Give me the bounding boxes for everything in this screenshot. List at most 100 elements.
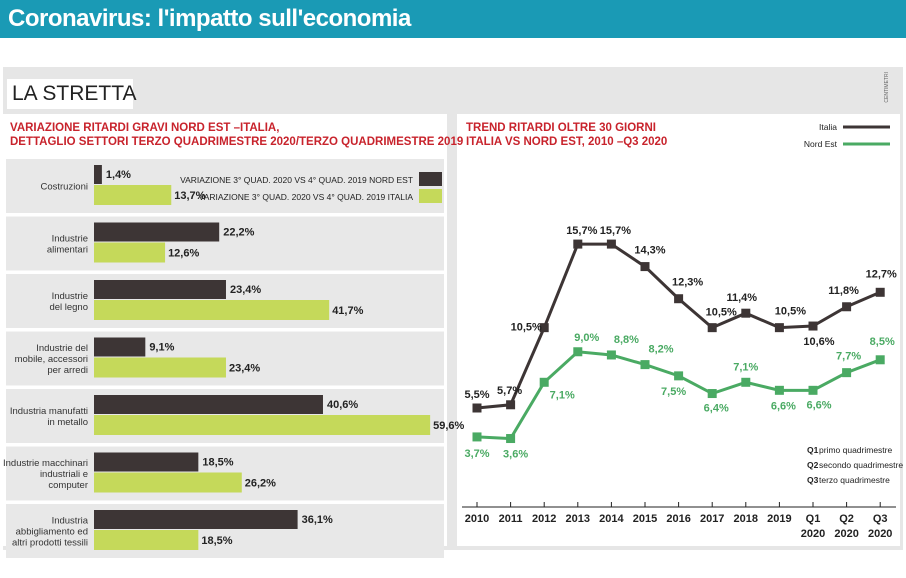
point-nord-est — [741, 377, 751, 387]
line-chart-title-line-2: ITALIA VS NORD EST, 2010 –Q3 2020 — [466, 136, 668, 148]
line-chart-card — [457, 114, 900, 546]
x-tick-label: 2013 — [566, 513, 590, 525]
point-italia — [808, 321, 818, 331]
bar-nord-est — [94, 222, 220, 242]
note-key: Q3 — [807, 475, 819, 485]
x-tick-label: 2020 — [868, 528, 892, 540]
bar-italia — [94, 357, 226, 378]
value-label-nord-est: 9,1% — [149, 342, 174, 354]
x-tick-label: Q2 — [839, 513, 854, 525]
data-label-nord-est: 3,7% — [464, 448, 489, 460]
page-title: Coronavirus: l'impatto sull'economia — [8, 5, 411, 32]
x-tick-label: 2014 — [599, 513, 624, 525]
category-label: in metallo — [47, 417, 88, 428]
bar-row-bg — [6, 216, 444, 271]
value-label-italia: 13,7% — [174, 190, 205, 202]
bar-chart-title-line-2: DETTAGLIO SETTORI TERZO QUADRIMESTRE 202… — [10, 136, 464, 148]
category-label: Industrie — [52, 234, 88, 245]
category-label: Costruzioni — [40, 182, 88, 193]
note-text: terzo quadrimestre — [819, 475, 890, 485]
bar-italia — [94, 300, 330, 320]
value-label-nord-est: 1,4% — [106, 169, 131, 181]
data-label-nord-est: 6,4% — [704, 403, 729, 415]
x-tick-label: 2019 — [767, 513, 791, 525]
bar-chart-title-line-1: VARIAZIONE RITARDI GRAVI NORD EST –ITALI… — [10, 122, 280, 134]
point-nord-est — [842, 368, 852, 378]
bar-nord-est — [94, 165, 102, 184]
category-label: abbigliamento ed — [16, 527, 88, 538]
data-label-italia: 14,3% — [634, 245, 665, 257]
data-label-italia: 15,7% — [600, 225, 631, 237]
note-key: Q2 — [807, 460, 819, 470]
section-label: LA STRETTA — [12, 82, 137, 105]
line-chart-title: TREND RITARDI OLTRE 30 GIORNI ITALIA VS … — [466, 121, 667, 149]
bar-italia — [94, 530, 199, 550]
category-label: altri prodotti tessili — [12, 538, 88, 549]
data-label-italia: 10,5% — [706, 307, 737, 319]
x-tick-label: 2020 — [834, 528, 858, 540]
category-label: mobile, accessori — [15, 354, 88, 365]
data-label-italia: 12,7% — [866, 268, 897, 280]
data-label-italia: 11,8% — [828, 285, 859, 297]
data-label-italia: 10,5% — [511, 322, 542, 334]
data-label-italia: 12,3% — [672, 277, 703, 289]
value-label-nord-est: 18,5% — [202, 457, 233, 469]
point-italia — [506, 400, 516, 410]
x-tick-label: 2016 — [666, 513, 690, 525]
category-label: Industrie — [52, 291, 88, 302]
data-label-italia: 15,7% — [566, 225, 597, 237]
data-label-italia: 10,6% — [803, 336, 834, 348]
value-label-italia: 41,7% — [332, 305, 363, 317]
bar-row-bg — [6, 159, 444, 213]
x-tick-label: 2011 — [499, 513, 523, 525]
data-label-italia: 5,5% — [464, 389, 489, 401]
data-label-nord-est: 3,6% — [503, 449, 528, 461]
point-italia — [606, 239, 616, 249]
data-label-nord-est: 7,1% — [733, 361, 758, 373]
point-italia — [674, 294, 684, 304]
data-label-nord-est: 7,7% — [836, 351, 861, 363]
legend-label-nord-est: VARIAZIONE 3° QUAD. 2020 VS 4° QUAD. 201… — [180, 175, 413, 185]
category-label: Industrie del — [36, 343, 88, 354]
value-label-italia: 23,4% — [229, 363, 260, 375]
note-text: secondo quadrimestre — [819, 460, 903, 470]
value-label-italia: 26,2% — [245, 478, 276, 490]
note-text: primo quadrimestre — [819, 445, 892, 455]
x-tick-label: 2018 — [734, 513, 758, 525]
data-label-nord-est: 6,6% — [806, 399, 831, 411]
x-tick-label: 2017 — [700, 513, 724, 525]
point-nord-est — [808, 385, 818, 395]
point-italia — [707, 323, 717, 333]
bar-nord-est — [94, 395, 323, 414]
data-label-italia: 5,7% — [497, 385, 522, 397]
category-label: Industria — [52, 516, 89, 527]
point-nord-est — [674, 371, 684, 381]
category-label: del legno — [49, 302, 88, 313]
x-tick-label: 2010 — [465, 513, 489, 525]
legend-label-italia: VARIAZIONE 3° QUAD. 2020 VS 4° QUAD. 201… — [199, 192, 414, 202]
point-nord-est — [506, 434, 516, 444]
data-label-nord-est: 8,2% — [648, 344, 673, 356]
line-chart-title-line-1: TREND RITARDI OLTRE 30 GIORNI — [466, 122, 656, 134]
point-italia — [842, 302, 852, 312]
x-tick-label: 2012 — [532, 513, 556, 525]
data-label-nord-est: 6,6% — [771, 400, 796, 412]
data-label-nord-est: 9,0% — [574, 332, 599, 344]
category-label: computer — [48, 480, 88, 491]
point-nord-est — [640, 360, 650, 370]
point-nord-est — [472, 432, 482, 442]
bar-nord-est — [94, 510, 298, 529]
data-label-nord-est: 8,8% — [614, 334, 639, 346]
value-label-italia: 59,6% — [433, 420, 464, 432]
point-nord-est — [774, 385, 784, 395]
legend-swatch-nord-est — [419, 172, 442, 186]
bar-nord-est — [94, 280, 226, 299]
data-label-italia: 11,4% — [727, 292, 758, 304]
data-label-nord-est: 7,5% — [661, 386, 686, 398]
value-label-italia: 18,5% — [201, 535, 232, 547]
point-nord-est — [606, 350, 616, 360]
x-tick-label: Q1 — [806, 513, 821, 525]
bar-nord-est — [94, 337, 146, 357]
bar-nord-est — [94, 452, 199, 472]
